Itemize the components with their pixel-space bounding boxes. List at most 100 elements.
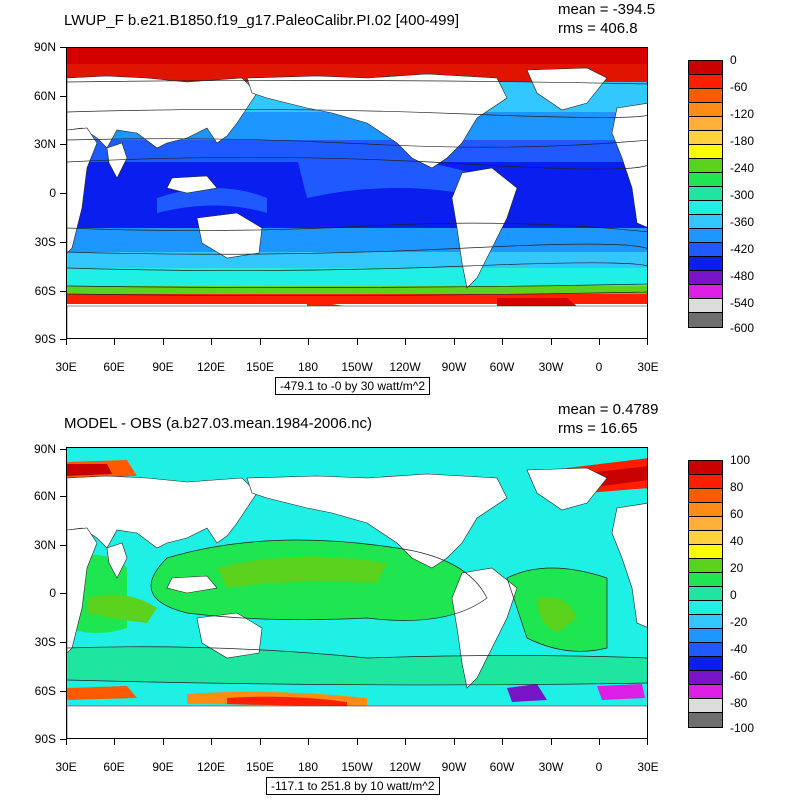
lon-tick bbox=[211, 739, 212, 745]
mean-value: mean = -394.5 bbox=[558, 1, 656, 18]
colorbar-label: -420 bbox=[730, 242, 755, 256]
colorbar-swatch bbox=[689, 257, 722, 271]
lon-tick bbox=[405, 339, 406, 345]
lat-label: 90N bbox=[33, 442, 56, 456]
colorbar-swatch bbox=[689, 545, 722, 559]
colorbar-label: -60 bbox=[730, 669, 748, 683]
colorbar-label: -480 bbox=[730, 269, 755, 283]
lon-label: 30E bbox=[637, 760, 659, 774]
lat-label: 0 bbox=[49, 186, 56, 200]
colorbar-swatch bbox=[689, 657, 722, 671]
lat-label: 60S bbox=[34, 284, 56, 298]
lat-tick bbox=[60, 739, 66, 740]
lon-tick bbox=[260, 739, 261, 745]
lon-label: 120W bbox=[389, 360, 421, 374]
colorbar-label: 20 bbox=[730, 561, 744, 575]
colorbar-swatch bbox=[689, 573, 722, 587]
lon-label: 30W bbox=[538, 760, 564, 774]
rms-value: rms = 406.8 bbox=[558, 20, 638, 37]
lat-tick bbox=[60, 47, 66, 48]
colorbar-swatch bbox=[689, 587, 722, 601]
lon-label: 60W bbox=[489, 360, 515, 374]
map-field bbox=[67, 448, 647, 738]
lat-tick bbox=[60, 642, 66, 643]
lat-label: 60S bbox=[34, 684, 56, 698]
lon-label: 30W bbox=[538, 360, 564, 374]
lon-tick bbox=[405, 739, 406, 745]
lat-tick bbox=[60, 449, 66, 450]
lon-tick bbox=[599, 739, 600, 745]
panel-title: MODEL - OBS (a.b27.03.mean.1984-2006.nc) bbox=[64, 415, 372, 432]
lon-label: 150W bbox=[341, 360, 373, 374]
lon-label: 150E bbox=[245, 760, 275, 774]
colorbar-swatch bbox=[689, 103, 722, 117]
colorbar-label: -540 bbox=[730, 296, 755, 310]
panel-lwup: LWUP_F b.e21.B1850.f19_g17.PaleoCalibr.P… bbox=[33, 1, 755, 395]
colorbar-label: 0 bbox=[730, 588, 737, 602]
lat-label: 30S bbox=[34, 635, 56, 649]
colorbar-swatch bbox=[689, 489, 722, 503]
lat-tick bbox=[60, 193, 66, 194]
lat-label: 30N bbox=[33, 538, 56, 552]
colorbar-label: -60 bbox=[730, 80, 748, 94]
colorbar-swatch bbox=[689, 271, 722, 285]
lon-tick bbox=[163, 739, 164, 745]
lon-tick bbox=[308, 339, 309, 345]
colorbar-swatch bbox=[689, 531, 722, 545]
colorbar-swatch bbox=[689, 145, 722, 159]
lon-label: 0 bbox=[595, 360, 603, 374]
colorbar-swatch bbox=[689, 89, 722, 103]
colorbar-swatch bbox=[689, 159, 722, 173]
colorbar-label: -80 bbox=[730, 696, 748, 710]
lon-label: 150E bbox=[245, 360, 275, 374]
panel-title: LWUP_F b.e21.B1850.f19_g17.PaleoCalibr.P… bbox=[64, 12, 459, 29]
lon-label: 90W bbox=[441, 760, 467, 774]
lon-label: 120E bbox=[196, 760, 226, 774]
lat-label: 90S bbox=[34, 732, 56, 746]
colorbar-swatch bbox=[689, 131, 722, 145]
colorbar-label: -100 bbox=[730, 721, 755, 735]
colorbar-label: 0 bbox=[730, 53, 737, 67]
lat-tick bbox=[60, 545, 66, 546]
lon-label: 120E bbox=[196, 360, 226, 374]
mean-value: mean = 0.4789 bbox=[558, 401, 659, 418]
lat-tick bbox=[60, 242, 66, 243]
colorbar-swatch bbox=[689, 461, 722, 475]
colorbar-swatch bbox=[689, 559, 722, 573]
map-field bbox=[67, 48, 647, 338]
lon-tick bbox=[308, 739, 309, 745]
colorbar-swatch bbox=[689, 187, 722, 201]
contour-info: -479.1 to -0 by 30 watt/m^2 bbox=[275, 377, 431, 395]
colorbar-label: -180 bbox=[730, 134, 755, 148]
lon-label: 30E bbox=[55, 760, 77, 774]
colorbar-label: 80 bbox=[730, 480, 744, 494]
colorbar bbox=[688, 60, 723, 328]
colorbar-label: 60 bbox=[730, 507, 744, 521]
lon-label: 90E bbox=[152, 360, 174, 374]
lat-tick bbox=[60, 339, 66, 340]
colorbar-swatch bbox=[689, 75, 722, 89]
colorbar-swatch bbox=[689, 643, 722, 657]
lat-label: 30N bbox=[33, 137, 56, 151]
colorbar-swatch bbox=[689, 313, 722, 327]
lat-tick bbox=[60, 96, 66, 97]
lon-tick bbox=[211, 339, 212, 345]
lon-label: 90E bbox=[152, 760, 174, 774]
lon-tick bbox=[66, 339, 67, 345]
colorbar-label: -360 bbox=[730, 215, 755, 229]
lon-tick bbox=[502, 739, 503, 745]
colorbar-label: 100 bbox=[730, 453, 751, 467]
lon-tick bbox=[114, 739, 115, 745]
colorbar-label: -120 bbox=[730, 107, 755, 121]
lon-tick bbox=[357, 339, 358, 345]
lat-tick bbox=[60, 593, 66, 594]
lon-tick bbox=[163, 339, 164, 345]
colorbar-swatch bbox=[689, 173, 722, 187]
lon-tick bbox=[551, 339, 552, 345]
map-plot bbox=[66, 47, 648, 339]
lon-tick bbox=[260, 339, 261, 345]
lon-label: 60E bbox=[103, 360, 125, 374]
lat-label: 90N bbox=[33, 40, 56, 54]
colorbar-swatch bbox=[689, 475, 722, 489]
colorbar-swatch bbox=[689, 243, 722, 257]
